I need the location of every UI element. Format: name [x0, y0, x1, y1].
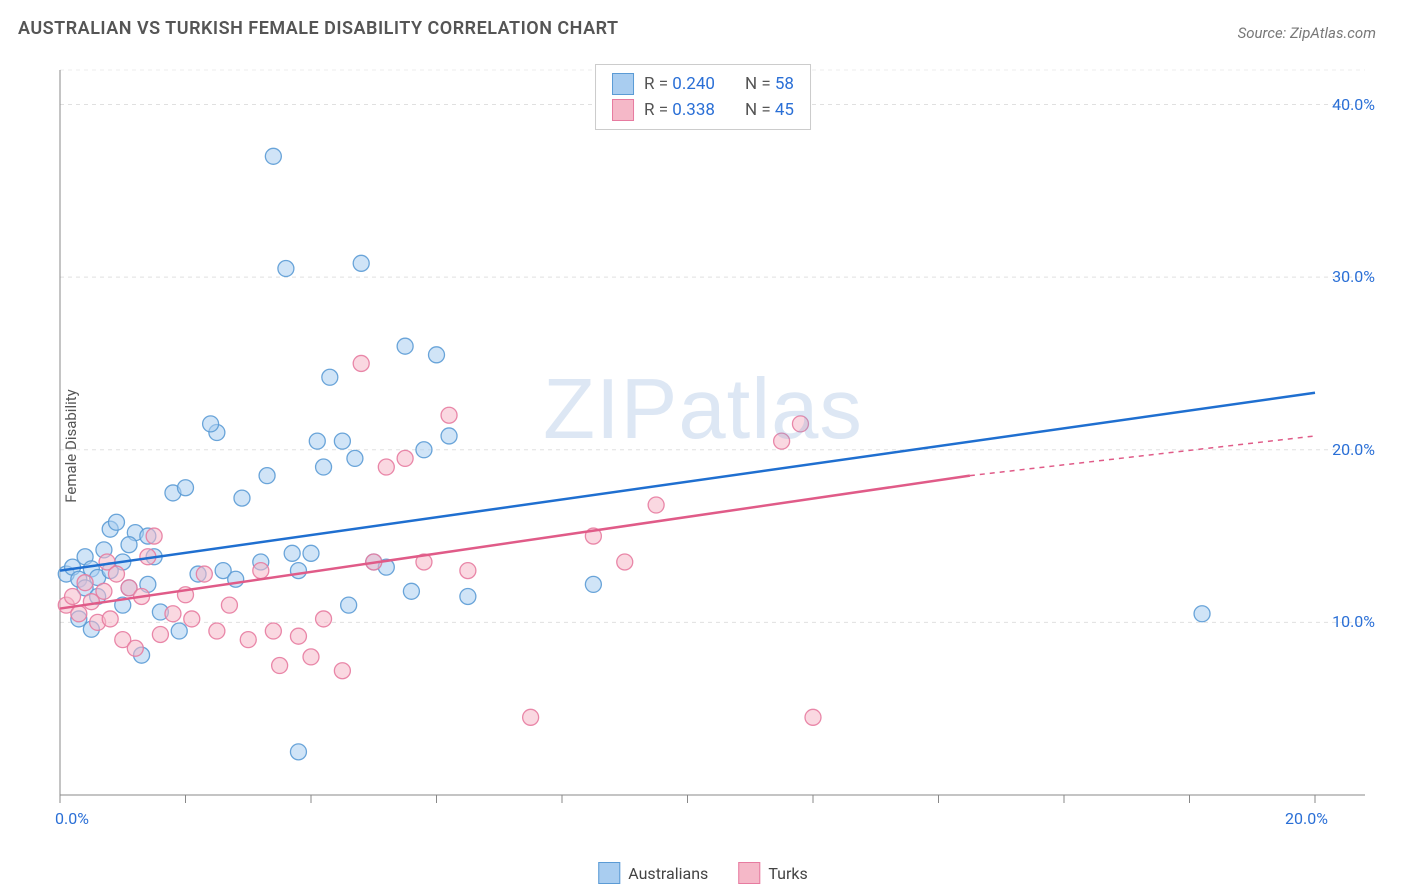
x-tick-label: 20.0%: [1285, 809, 1328, 828]
y-tick-label: 30.0%: [1305, 267, 1375, 286]
legend-item: Turks: [738, 862, 807, 884]
legend-label: Turks: [768, 864, 807, 883]
y-tick-label: 20.0%: [1305, 440, 1375, 459]
chart-title: AUSTRALIAN VS TURKISH FEMALE DISABILITY …: [18, 18, 619, 39]
legend-swatch: [598, 862, 620, 884]
plot-area: 10.0% 20.0% 30.0% 40.0% 0.0% 20.0%: [55, 60, 1375, 840]
source-label: Source: ZipAtlas.com: [1238, 24, 1376, 42]
legend-swatch: [612, 99, 634, 121]
legend-n-label: N = 58: [745, 74, 794, 94]
scatter-svg: [55, 60, 1375, 840]
y-tick-label: 40.0%: [1305, 95, 1375, 114]
legend-swatch: [738, 862, 760, 884]
legend-n-label: N = 45: [745, 100, 794, 120]
legend-swatch: [612, 73, 634, 95]
legend-r-label: R = 0.338: [644, 100, 715, 120]
legend-item: Australians: [598, 862, 708, 884]
legend-row: R = 0.240 N = 58: [612, 71, 794, 97]
legend-r-label: R = 0.240: [644, 74, 715, 94]
series-legend: Australians Turks: [598, 862, 807, 884]
y-tick-label: 10.0%: [1305, 612, 1375, 631]
legend-label: Australians: [628, 864, 708, 883]
correlation-legend: R = 0.240 N = 58 R = 0.338 N = 45: [595, 64, 811, 130]
legend-row: R = 0.338 N = 45: [612, 97, 794, 123]
x-tick-label: 0.0%: [55, 809, 89, 828]
